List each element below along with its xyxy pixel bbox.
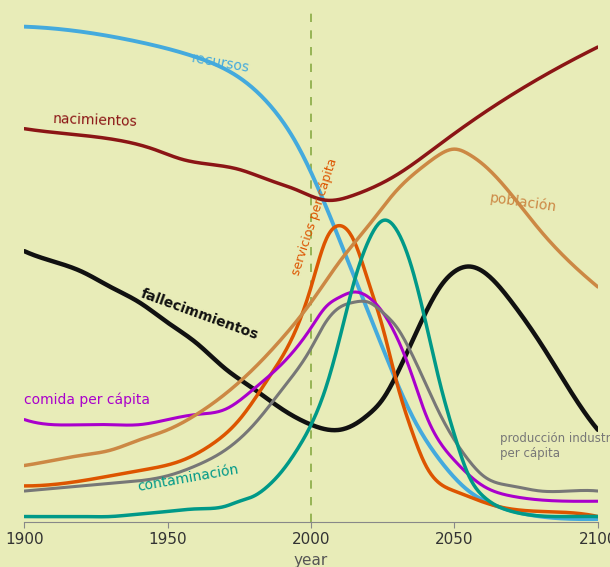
Text: producción industrial
per cápita: producción industrial per cápita	[500, 433, 610, 460]
Text: población: población	[489, 191, 558, 215]
Text: nacimientos: nacimientos	[53, 112, 138, 129]
X-axis label: year: year	[294, 553, 328, 567]
Text: servicios per cápita: servicios per cápita	[290, 156, 340, 277]
Text: recursos: recursos	[191, 51, 251, 75]
Text: fallecimmientos: fallecimmientos	[139, 286, 260, 342]
Text: contaminación: contaminación	[137, 462, 240, 493]
Text: comida per cápita: comida per cápita	[24, 392, 151, 407]
